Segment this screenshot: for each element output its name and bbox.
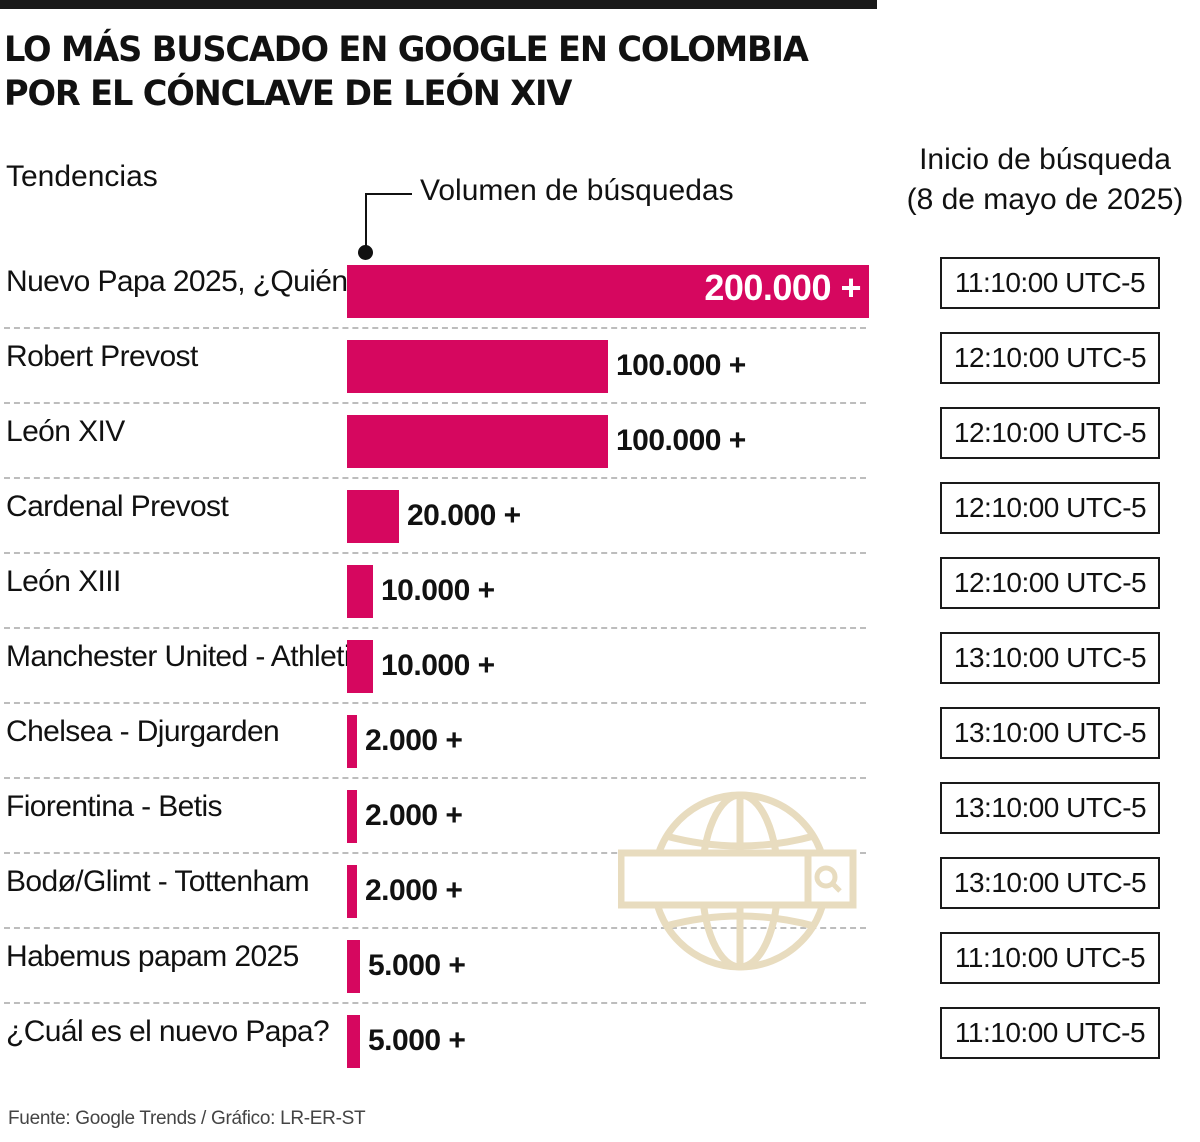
chart-title-line-1: LO MÁS BUSCADO EN GOOGLE EN COLOMBIA <box>4 30 809 70</box>
volume-value-label: 10.000 + <box>381 574 495 607</box>
volume-bar <box>347 565 373 618</box>
trend-label: Nuevo Papa 2025, ¿Quién es? <box>6 265 402 298</box>
volume-bar <box>347 490 399 543</box>
volume-bar <box>347 265 869 318</box>
trend-label: Habemus papam 2025 <box>6 940 299 973</box>
row-divider <box>4 927 866 929</box>
trends-column-header: Tendencias <box>6 160 158 193</box>
trend-label: ¿Cuál es el nuevo Papa? <box>6 1015 330 1048</box>
start-time-box: 12:10:00 UTC-5 <box>940 407 1160 459</box>
volume-value-label: 5.000 + <box>368 1024 466 1057</box>
start-time-header-line-1: Inicio de búsqueda <box>919 143 1171 176</box>
globe-search-icon <box>618 791 857 971</box>
start-time-box: 12:10:00 UTC-5 <box>940 482 1160 534</box>
start-time-column-header: Inicio de búsqueda (8 de mayo de 2025) <box>900 140 1190 220</box>
trend-label: Manchester United - Athletic <box>6 640 365 673</box>
start-time-box: 11:10:00 UTC-5 <box>940 257 1160 309</box>
trend-label: Chelsea - Djurgarden <box>6 715 280 748</box>
volume-value-label: 2.000 + <box>365 874 463 907</box>
start-time-box: 11:10:00 UTC-5 <box>940 1007 1160 1059</box>
chart-title-line-2: POR EL CÓNCLAVE DE LEÓN XIV <box>4 74 572 114</box>
top-rule <box>0 0 877 9</box>
start-time-box: 12:10:00 UTC-5 <box>940 332 1160 384</box>
trend-label: León XIII <box>6 565 121 598</box>
trend-label: Fiorentina - Betis <box>6 790 223 823</box>
start-time-box: 13:10:00 UTC-5 <box>940 707 1160 759</box>
volume-axis-label: Volumen de búsquedas <box>420 174 734 207</box>
row-divider <box>4 552 866 554</box>
volume-value-label: 10.000 + <box>381 649 495 682</box>
volume-value-label: 5.000 + <box>368 949 466 982</box>
volume-value-label: 20.000 + <box>407 499 521 532</box>
volume-bar <box>347 790 357 843</box>
volume-value-label: 200.000 + <box>704 267 861 308</box>
trend-label: Bodø/Glimt - Tottenham <box>6 865 310 898</box>
start-time-header-line-2: (8 de mayo de 2025) <box>906 183 1184 216</box>
row-divider <box>4 777 866 779</box>
source-note: Fuente: Google Trends / Gráfico: LR-ER-S… <box>8 1108 366 1129</box>
row-divider <box>4 627 866 629</box>
volume-bar <box>347 640 373 693</box>
row-divider <box>4 477 866 479</box>
volume-leader-line-horizontal <box>365 193 412 195</box>
row-divider <box>4 327 866 329</box>
volume-bar <box>347 715 357 768</box>
start-time-box: 11:10:00 UTC-5 <box>940 932 1160 984</box>
row-divider <box>4 402 866 404</box>
volume-bar <box>347 940 360 993</box>
row-divider <box>4 702 866 704</box>
volume-bar <box>347 1015 360 1068</box>
start-time-box: 13:10:00 UTC-5 <box>940 857 1160 909</box>
row-divider <box>4 852 866 854</box>
trend-label: Cardenal Prevost <box>6 490 229 523</box>
volume-leader-line <box>365 193 367 251</box>
chart-title: LO MÁS BUSCADO EN GOOGLE EN COLOMBIA POR… <box>4 28 849 116</box>
volume-value-label: 100.000 + <box>616 424 746 457</box>
volume-value-label: 2.000 + <box>365 724 463 757</box>
trend-label: León XIV <box>6 415 125 448</box>
volume-bar <box>347 415 608 468</box>
volume-value-label: 2.000 + <box>365 799 463 832</box>
volume-value-label: 100.000 + <box>616 349 746 382</box>
row-divider <box>4 1002 866 1004</box>
start-time-box: 12:10:00 UTC-5 <box>940 557 1160 609</box>
volume-bar <box>347 865 357 918</box>
volume-bar <box>347 340 608 393</box>
start-time-box: 13:10:00 UTC-5 <box>940 782 1160 834</box>
trend-label: Robert Prevost <box>6 340 198 373</box>
start-time-box: 13:10:00 UTC-5 <box>940 632 1160 684</box>
volume-leader-dot <box>358 245 373 260</box>
